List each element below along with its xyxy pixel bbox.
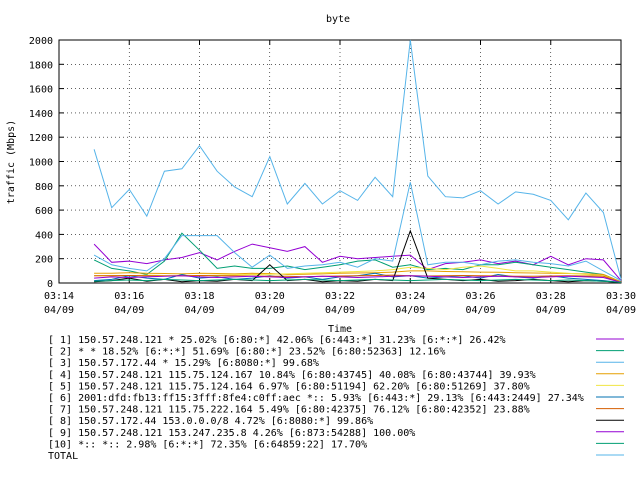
x-tick-time-label: 03:28	[536, 291, 566, 302]
legend-label-10: [10] *:: *:: 2.98% [6:*:*] 72.35% [6:648…	[48, 439, 367, 450]
x-tick-date-label: 04/09	[44, 305, 74, 316]
x-tick-time-label: 03:26	[465, 291, 495, 302]
y-tick-label: 600	[35, 206, 53, 217]
y-tick-label: 1000	[29, 158, 53, 169]
x-tick-time-label: 03:16	[114, 291, 144, 302]
x-tick-date-label: 04/09	[184, 305, 214, 316]
legend: [ 1] 150.57.248.121 * 25.02% [6:80:*] 42…	[48, 335, 624, 462]
series-line-8	[94, 229, 622, 283]
y-tick-label: 1400	[29, 109, 53, 120]
x-axis-ticks: 03:14 04/09 03:16 04/09 03:18 04/09 03:20 04/09…	[44, 40, 636, 316]
legend-label-5: [ 5] 150.57.248.121 115.75.124.164 6.97%…	[48, 381, 530, 392]
x-tick-time-label: 03:22	[325, 291, 355, 302]
x-tick-date-label: 04/09	[395, 305, 425, 316]
chart-title: byte	[326, 14, 350, 25]
y-tick-label: 0	[47, 279, 53, 290]
legend-label-9: [ 9] 150.57.248.121 153.247.235.8 4.26% …	[48, 428, 415, 439]
x-tick-date-label: 04/09	[325, 305, 355, 316]
series-line-2	[93, 232, 622, 283]
legend-label-1: [ 1] 150.57.248.121 * 25.02% [6:80:*] 42…	[48, 335, 506, 346]
series-line-9	[94, 275, 622, 283]
x-tick-date-label: 04/09	[255, 305, 285, 316]
x-tick-time-label: 03:30	[606, 291, 636, 302]
legend-label-11: TOTAL	[48, 451, 78, 462]
legend-label-8: [ 8] 150.57.172.44 153.0.0.0/8 4.72% [6:…	[48, 416, 373, 427]
y-axis-label: traffic (Mbps)	[6, 120, 17, 204]
y-tick-label: 400	[35, 230, 53, 241]
legend-label-3: [ 3] 150.57.172.44 * 15.29% [6:8080:*] 9…	[48, 358, 319, 369]
x-tick-time-label: 03:14	[44, 291, 74, 302]
x-tick-date-label: 04/09	[536, 305, 566, 316]
series-line-4	[94, 270, 622, 283]
y-tick-label: 2000	[29, 36, 53, 47]
x-axis-label: Time	[328, 324, 352, 335]
x-tick-time-label: 03:18	[184, 291, 214, 302]
legend-label-7: [ 7] 150.57.248.121 115.75.222.164 5.49%…	[48, 405, 530, 416]
legend-label-2: [ 2] * * 18.52% [6:*:*] 51.69% [6:80:*] …	[48, 347, 445, 358]
y-tick-label: 1800	[29, 60, 53, 71]
y-tick-label: 800	[35, 182, 53, 193]
y-tick-label: 1200	[29, 133, 53, 144]
series-line-10	[94, 278, 622, 283]
x-tick-date-label: 04/09	[465, 305, 495, 316]
series-line-11	[93, 182, 622, 282]
legend-label-6: [ 6] 2001:dfd:fb13:ff15:3fff:8fe4:c0ff:a…	[48, 393, 584, 404]
y-axis-ticks: 0 200 400 600 800 1000 1200 1400 1600 1800 2000	[29, 36, 621, 290]
gridlines	[59, 40, 621, 283]
legend-label-4: [ 4] 150.57.248.121 115.75.124.167 10.84…	[48, 370, 536, 381]
series-lines	[93, 39, 622, 283]
series-line-3	[93, 39, 622, 280]
x-tick-date-label: 04/09	[606, 305, 636, 316]
x-tick-date-label: 04/09	[114, 305, 144, 316]
y-tick-label: 200	[35, 255, 53, 266]
x-tick-time-label: 03:24	[395, 291, 425, 302]
y-tick-label: 1600	[29, 85, 53, 96]
x-tick-time-label: 03:20	[255, 291, 285, 302]
